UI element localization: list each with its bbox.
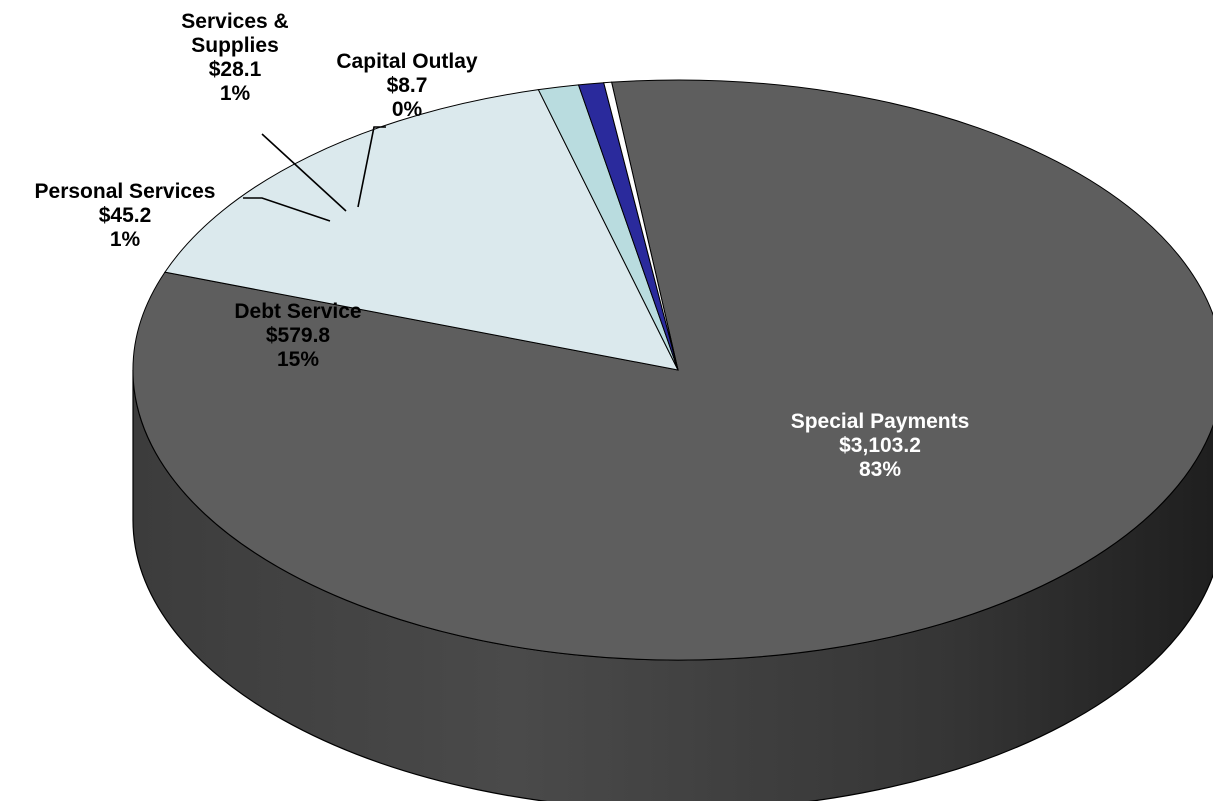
leader-line-personal-services (243, 197, 331, 222)
slice-percent-label: 0% (392, 98, 423, 121)
slice-name-label: Capital Outlay (336, 50, 478, 73)
pie-slice-debt-service (164, 89, 679, 371)
slice-label-special-payments: Special Payments$3,103.283% (791, 410, 970, 481)
slice-labels: Special Payments$3,103.283%Debt Service$… (35, 10, 970, 481)
slice-label-capital-outlay: Capital Outlay$8.70% (336, 50, 478, 121)
slice-value-label: $3,103.2 (839, 434, 921, 457)
slice-name-label: Debt Service (234, 300, 361, 323)
pie-slices (132, 79, 1213, 661)
slice-value-label: $28.1 (209, 58, 262, 81)
slice-name-label: Special Payments (791, 410, 970, 433)
slice-label-debt-service: Debt Service$579.815% (234, 300, 361, 371)
slice-name-label: Supplies (191, 34, 279, 57)
slice-value-label: $579.8 (266, 324, 331, 347)
slice-percent-label: 1% (220, 82, 251, 105)
pie-slice-capital-outlay (603, 81, 679, 371)
leader-line-capital-outlay (357, 126, 386, 208)
slice-name-label: Services & (181, 10, 288, 33)
pie-slice-special-payments (132, 79, 1213, 661)
leader-line-services-supplies (261, 133, 347, 212)
slice-label-personal-services: Personal Services$45.21% (35, 180, 216, 251)
slice-percent-label: 83% (859, 458, 901, 481)
slice-name-label: Personal Services (35, 180, 216, 203)
slice-value-label: $8.7 (387, 74, 428, 97)
slice-percent-label: 15% (277, 348, 319, 371)
slice-value-label: $45.2 (99, 204, 152, 227)
slice-percent-label: 1% (110, 228, 141, 251)
slice-label-services-supplies: Services &Supplies$28.11% (181, 10, 288, 105)
leader-lines (243, 126, 386, 222)
